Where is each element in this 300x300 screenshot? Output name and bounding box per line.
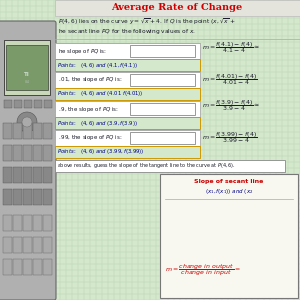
Bar [43,145,52,161]
Text: he slope of $PQ$ is:: he slope of $PQ$ is: [58,46,107,56]
Bar [43,189,52,205]
Bar [130,74,195,86]
Bar [55,0,300,16]
Bar [3,237,12,253]
Text: above results, guess the slope of the tangent line to the curve at $P(4,6)$.: above results, guess the slope of the ta… [57,161,236,170]
Bar [33,189,42,205]
Bar [3,259,12,275]
Bar [33,145,42,161]
Text: $m=\dfrac{f(3.9)-f(4)}{3.9-4}\approx$: $m=\dfrac{f(3.9)-f(4)}{3.9-4}\approx$ [202,98,260,113]
Bar [6,45,48,90]
Bar [13,259,22,275]
Text: $\mathit{Points{:}}$  $(4,6)$ $\mathit{and}$ $(3.9, f(3.9))$: $\mathit{Points{:}}$ $(4,6)$ $\mathit{an… [57,118,138,127]
Bar [23,237,32,253]
Bar [33,215,42,231]
Text: 84: 84 [24,80,30,84]
Bar [33,167,42,183]
Bar [3,215,12,231]
Bar [43,215,52,231]
Text: TI: TI [24,73,30,77]
Bar [13,145,22,161]
Bar [43,123,52,139]
Bar [43,237,52,253]
Bar [23,189,32,205]
Bar [55,160,285,172]
Text: $.9$, the slope of $PQ$ is:: $.9$, the slope of $PQ$ is: [58,104,119,113]
Bar [23,167,32,183]
Bar [23,145,32,161]
Text: $m=\dfrac{f(3.99)-f(4)}{3.99-4}$: $m=\dfrac{f(3.99)-f(4)}{3.99-4}$ [202,130,257,146]
Text: $m=\dfrac{f(4.01)-f(4)}{4.01-4}$: $m=\dfrac{f(4.01)-f(4)}{4.01-4}$ [202,73,257,88]
Bar [55,72,200,88]
Text: $.01$, the slope of $PQ$ is:: $.01$, the slope of $PQ$ is: [58,76,122,85]
Bar [34,100,42,108]
Bar [3,123,12,139]
Bar [13,167,22,183]
Bar [130,132,195,144]
Bar [44,100,52,108]
Bar [3,189,12,205]
Bar [160,174,298,298]
Circle shape [22,117,32,127]
Text: $P(4,6)$ lies on the curve $y=\sqrt{x}+4$. If $Q$ is the point $(x,\sqrt{x}+$: $P(4,6)$ lies on the curve $y=\sqrt{x}+4… [58,17,236,27]
Bar [4,40,50,95]
Bar [24,100,32,108]
Text: $m=\dfrac{\mathit{change\ in\ output}}{\mathit{change\ in\ input}}=$: $m=\dfrac{\mathit{change\ in\ output}}{\… [165,262,241,278]
Bar [13,237,22,253]
Bar [55,117,200,129]
Bar [55,59,200,71]
Bar [23,215,32,231]
Bar [14,100,22,108]
Bar [55,101,200,117]
Text: $\mathit{Points{:}}$  $(4,6)$ $\mathit{and}$ $(3.99, f(3.99))$: $\mathit{Points{:}}$ $(4,6)$ $\mathit{an… [57,148,145,157]
Bar [130,103,195,115]
Text: $(x_1, f(x_1))$ and $(x_2$: $(x_1, f(x_1))$ and $(x_2$ [205,188,253,196]
Text: $.99$, the slope of $PQ$ is:: $.99$, the slope of $PQ$ is: [58,134,122,142]
Bar [55,88,200,100]
Bar [13,189,22,205]
Text: $\mathit{Points{:}}$  $(4,6)$ $\mathit{and}$ $(4.01\ f(4.01))$: $\mathit{Points{:}}$ $(4,6)$ $\mathit{an… [57,89,143,98]
Text: $m=\dfrac{f(4.1)-f(4)}{4.1-4}\approx$: $m=\dfrac{f(4.1)-f(4)}{4.1-4}\approx$ [202,40,260,56]
Bar [55,130,200,146]
Bar [3,145,12,161]
Bar [3,167,12,183]
Circle shape [17,112,37,132]
Bar [33,259,42,275]
Bar [55,146,200,158]
Bar [23,123,32,139]
Bar [33,237,42,253]
Text: $\mathit{Points{:}}$  $(4,6)$ $\mathit{and}$ $(4.1, f(4.1))$: $\mathit{Points{:}}$ $(4,6)$ $\mathit{an… [57,61,138,70]
Bar [33,123,42,139]
Bar [13,123,22,139]
Bar [130,45,195,57]
Bar [43,167,52,183]
Bar [43,259,52,275]
Bar [4,100,12,108]
Bar [13,215,22,231]
Bar [23,259,32,275]
FancyBboxPatch shape [0,21,56,300]
Text: Average Rate of Change: Average Rate of Change [111,4,243,13]
Bar [55,43,200,59]
Text: Slope of secant line: Slope of secant line [194,179,264,184]
Text: he secant line $PQ$ for the following values of $x$.: he secant line $PQ$ for the following va… [58,28,196,37]
